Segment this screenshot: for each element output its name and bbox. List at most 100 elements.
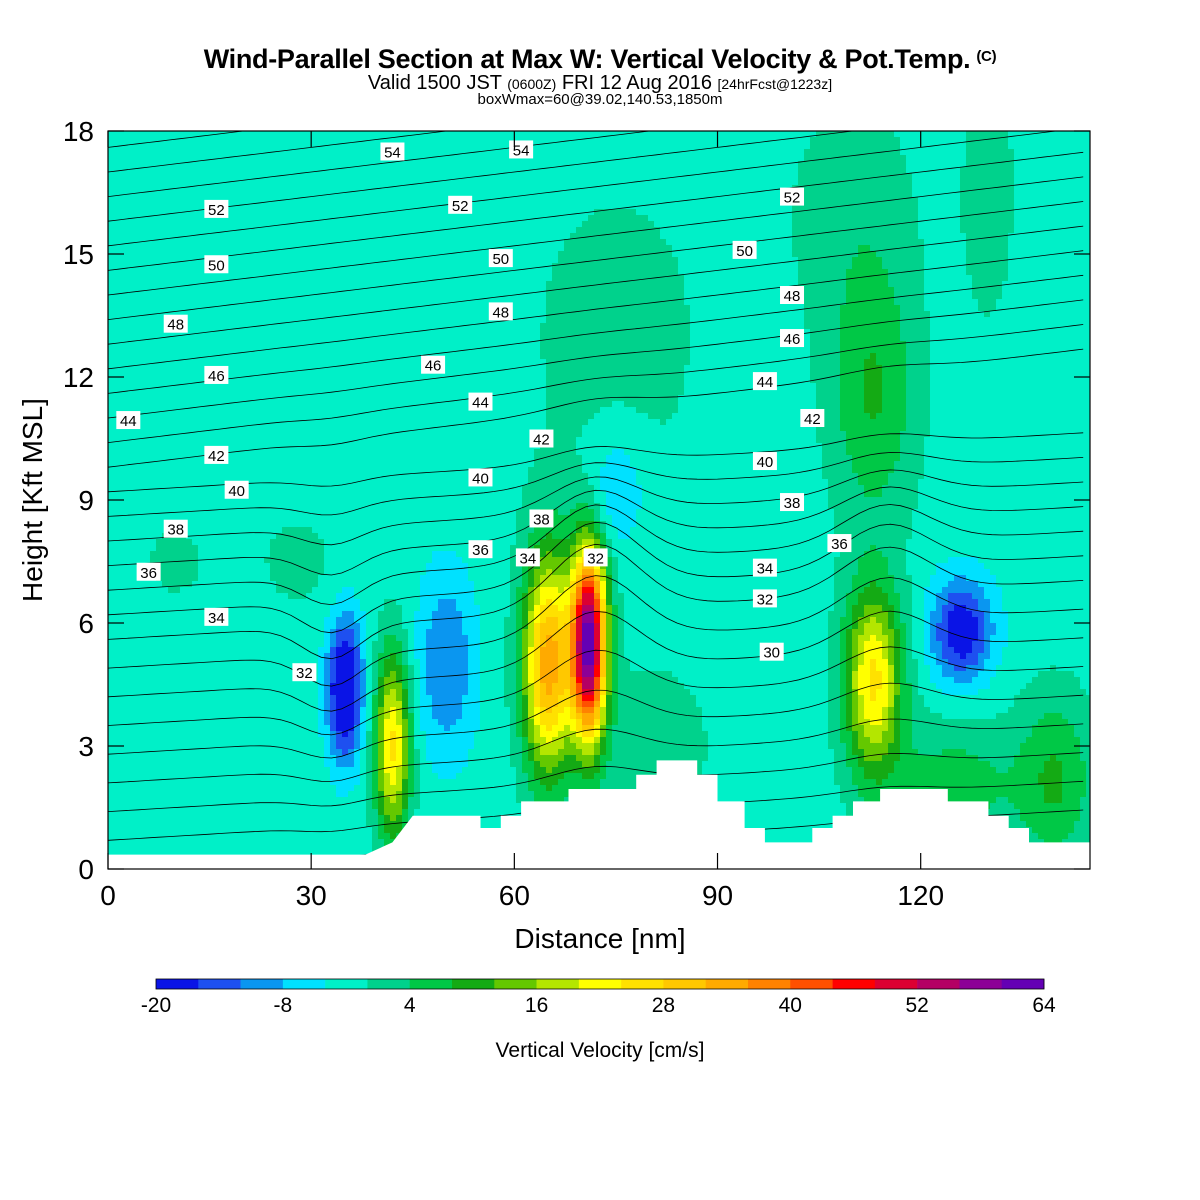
velocity-cell [816,275,823,282]
velocity-cell [1074,215,1081,222]
velocity-cell [276,311,283,318]
velocity-cell [1002,263,1009,270]
velocity-cell [288,275,295,282]
velocity-cell [594,197,601,204]
velocity-cell [1080,257,1087,264]
velocity-cell [546,269,553,276]
velocity-cell [594,155,601,162]
velocity-cell [342,293,349,300]
velocity-cell [228,311,235,318]
velocity-cell [174,245,181,252]
velocity-cell [462,143,469,150]
velocity-cell [636,269,643,276]
velocity-cell [798,305,805,312]
velocity-cell [186,269,193,276]
velocity-cell [552,227,559,234]
velocity-cell [870,185,877,192]
velocity-cell [342,257,349,264]
velocity-cell [546,179,553,186]
velocity-cell [1044,305,1051,312]
velocity-cell [990,197,997,204]
velocity-cell [300,251,307,258]
velocity-cell [162,299,169,306]
velocity-cell [660,137,667,144]
velocity-cell [546,203,553,210]
velocity-cell [438,305,445,312]
velocity-cell [906,209,913,216]
velocity-cell [630,185,637,192]
velocity-cell [948,197,955,204]
velocity-cell [786,179,793,186]
velocity-cell [900,251,907,258]
velocity-cell [870,203,877,210]
velocity-cell [474,191,481,198]
velocity-cell [132,185,139,192]
velocity-cell [1062,191,1069,198]
velocity-cell [948,233,955,240]
velocity-cell [174,215,181,222]
velocity-cell [864,161,871,168]
velocity-cell [858,287,865,294]
velocity-cell [852,215,859,222]
velocity-cell [498,281,505,288]
velocity-cell [234,167,241,174]
velocity-cell [426,215,433,222]
velocity-cell [132,287,139,294]
velocity-cell [924,203,931,210]
velocity-cell [894,275,901,282]
velocity-cell [660,161,667,168]
velocity-cell [396,263,403,270]
velocity-cell [180,269,187,276]
velocity-cell [300,203,307,210]
velocity-cell [444,305,451,312]
velocity-cell [828,263,835,270]
velocity-cell [840,209,847,216]
velocity-cell [288,293,295,300]
velocity-cell [810,185,817,192]
velocity-cell [174,299,181,306]
velocity-cell [816,287,823,294]
velocity-cell [798,149,805,156]
velocity-cell [336,305,343,312]
velocity-cell [582,191,589,198]
velocity-cell [108,203,115,210]
velocity-cell [612,185,619,192]
velocity-cell [624,167,631,174]
velocity-cell [846,215,853,222]
velocity-cell [816,173,823,180]
velocity-cell [630,173,637,180]
velocity-cell [984,143,991,150]
velocity-cell [768,167,775,174]
velocity-cell [774,173,781,180]
velocity-cell [288,251,295,258]
velocity-cell [156,275,163,282]
velocity-cell [720,149,727,156]
velocity-cell [504,239,511,246]
velocity-cell [660,203,667,210]
velocity-cell [444,239,451,246]
velocity-cell [690,263,697,270]
velocity-cell [768,269,775,276]
velocity-cell [120,137,127,144]
velocity-cell [960,197,967,204]
velocity-cell [240,221,247,228]
velocity-cell [684,149,691,156]
velocity-cell [966,221,973,228]
velocity-cell [714,197,721,204]
velocity-cell [114,221,121,228]
velocity-cell [186,197,193,204]
velocity-cell [1008,245,1015,252]
velocity-cell [678,251,685,258]
velocity-cell [612,305,619,312]
velocity-cell [324,269,331,276]
velocity-cell [546,131,553,138]
velocity-cell [696,251,703,258]
velocity-cell [282,233,289,240]
velocity-cell [690,179,697,186]
velocity-cell [606,263,613,270]
velocity-cell [210,137,217,144]
velocity-cell [528,185,535,192]
velocity-cell [666,149,673,156]
velocity-cell [234,263,241,270]
velocity-cell [300,179,307,186]
